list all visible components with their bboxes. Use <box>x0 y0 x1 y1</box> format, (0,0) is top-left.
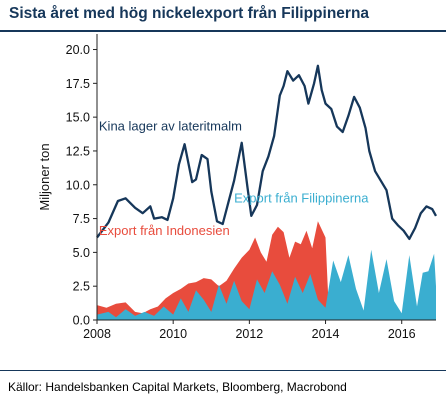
chart-title: Sista året med hög nickelexport från Fil… <box>9 5 370 22</box>
footer-divider <box>0 370 446 371</box>
source-note: Källor: Handelsbanken Capital Markets, B… <box>8 380 347 394</box>
y-tick-label: 2.5 <box>73 280 90 294</box>
area-layer <box>97 221 436 320</box>
series-line-kina-lager <box>96 64 438 241</box>
annotation-layer: Kina lager av lateritmalm Export från Fil… <box>99 119 369 238</box>
series-label: Kina lager av lateritmalm <box>99 119 242 134</box>
x-tick-label: 2014 <box>312 327 340 341</box>
x-tick-label: 2016 <box>388 327 416 341</box>
chart-area: 0.0 2.5 5.0 7.5 10.0 12.5 15.0 17.5 20.0 2008 2010… <box>37 34 438 341</box>
y-tick-label: 7.5 <box>73 212 90 226</box>
axes-layer: 0.0 2.5 5.0 7.5 10.0 12.5 15.0 17.5 20.0 2008 2010… <box>66 34 436 341</box>
y-tick-label: 12.5 <box>66 144 90 158</box>
y-tick-label: 17.5 <box>66 77 90 91</box>
x-tick-label: 2008 <box>83 327 111 341</box>
y-tick-label: 15.0 <box>66 111 90 125</box>
y-tick-label: 0.0 <box>73 314 90 328</box>
series-label: Export från Indonesien <box>99 223 230 238</box>
line-layer <box>96 64 438 241</box>
y-tick-label: 20.0 <box>66 43 90 57</box>
title-divider <box>0 30 446 32</box>
x-tick-label: 2010 <box>159 327 187 341</box>
series-label: Export från Filippinerna <box>234 190 369 205</box>
y-axis-label: Miljoner ton <box>37 143 52 210</box>
series-area-filippinerna <box>97 249 436 320</box>
y-tick-label: 10.0 <box>66 178 90 192</box>
y-tick-label: 5.0 <box>73 246 90 260</box>
x-tick-label: 2012 <box>235 327 263 341</box>
